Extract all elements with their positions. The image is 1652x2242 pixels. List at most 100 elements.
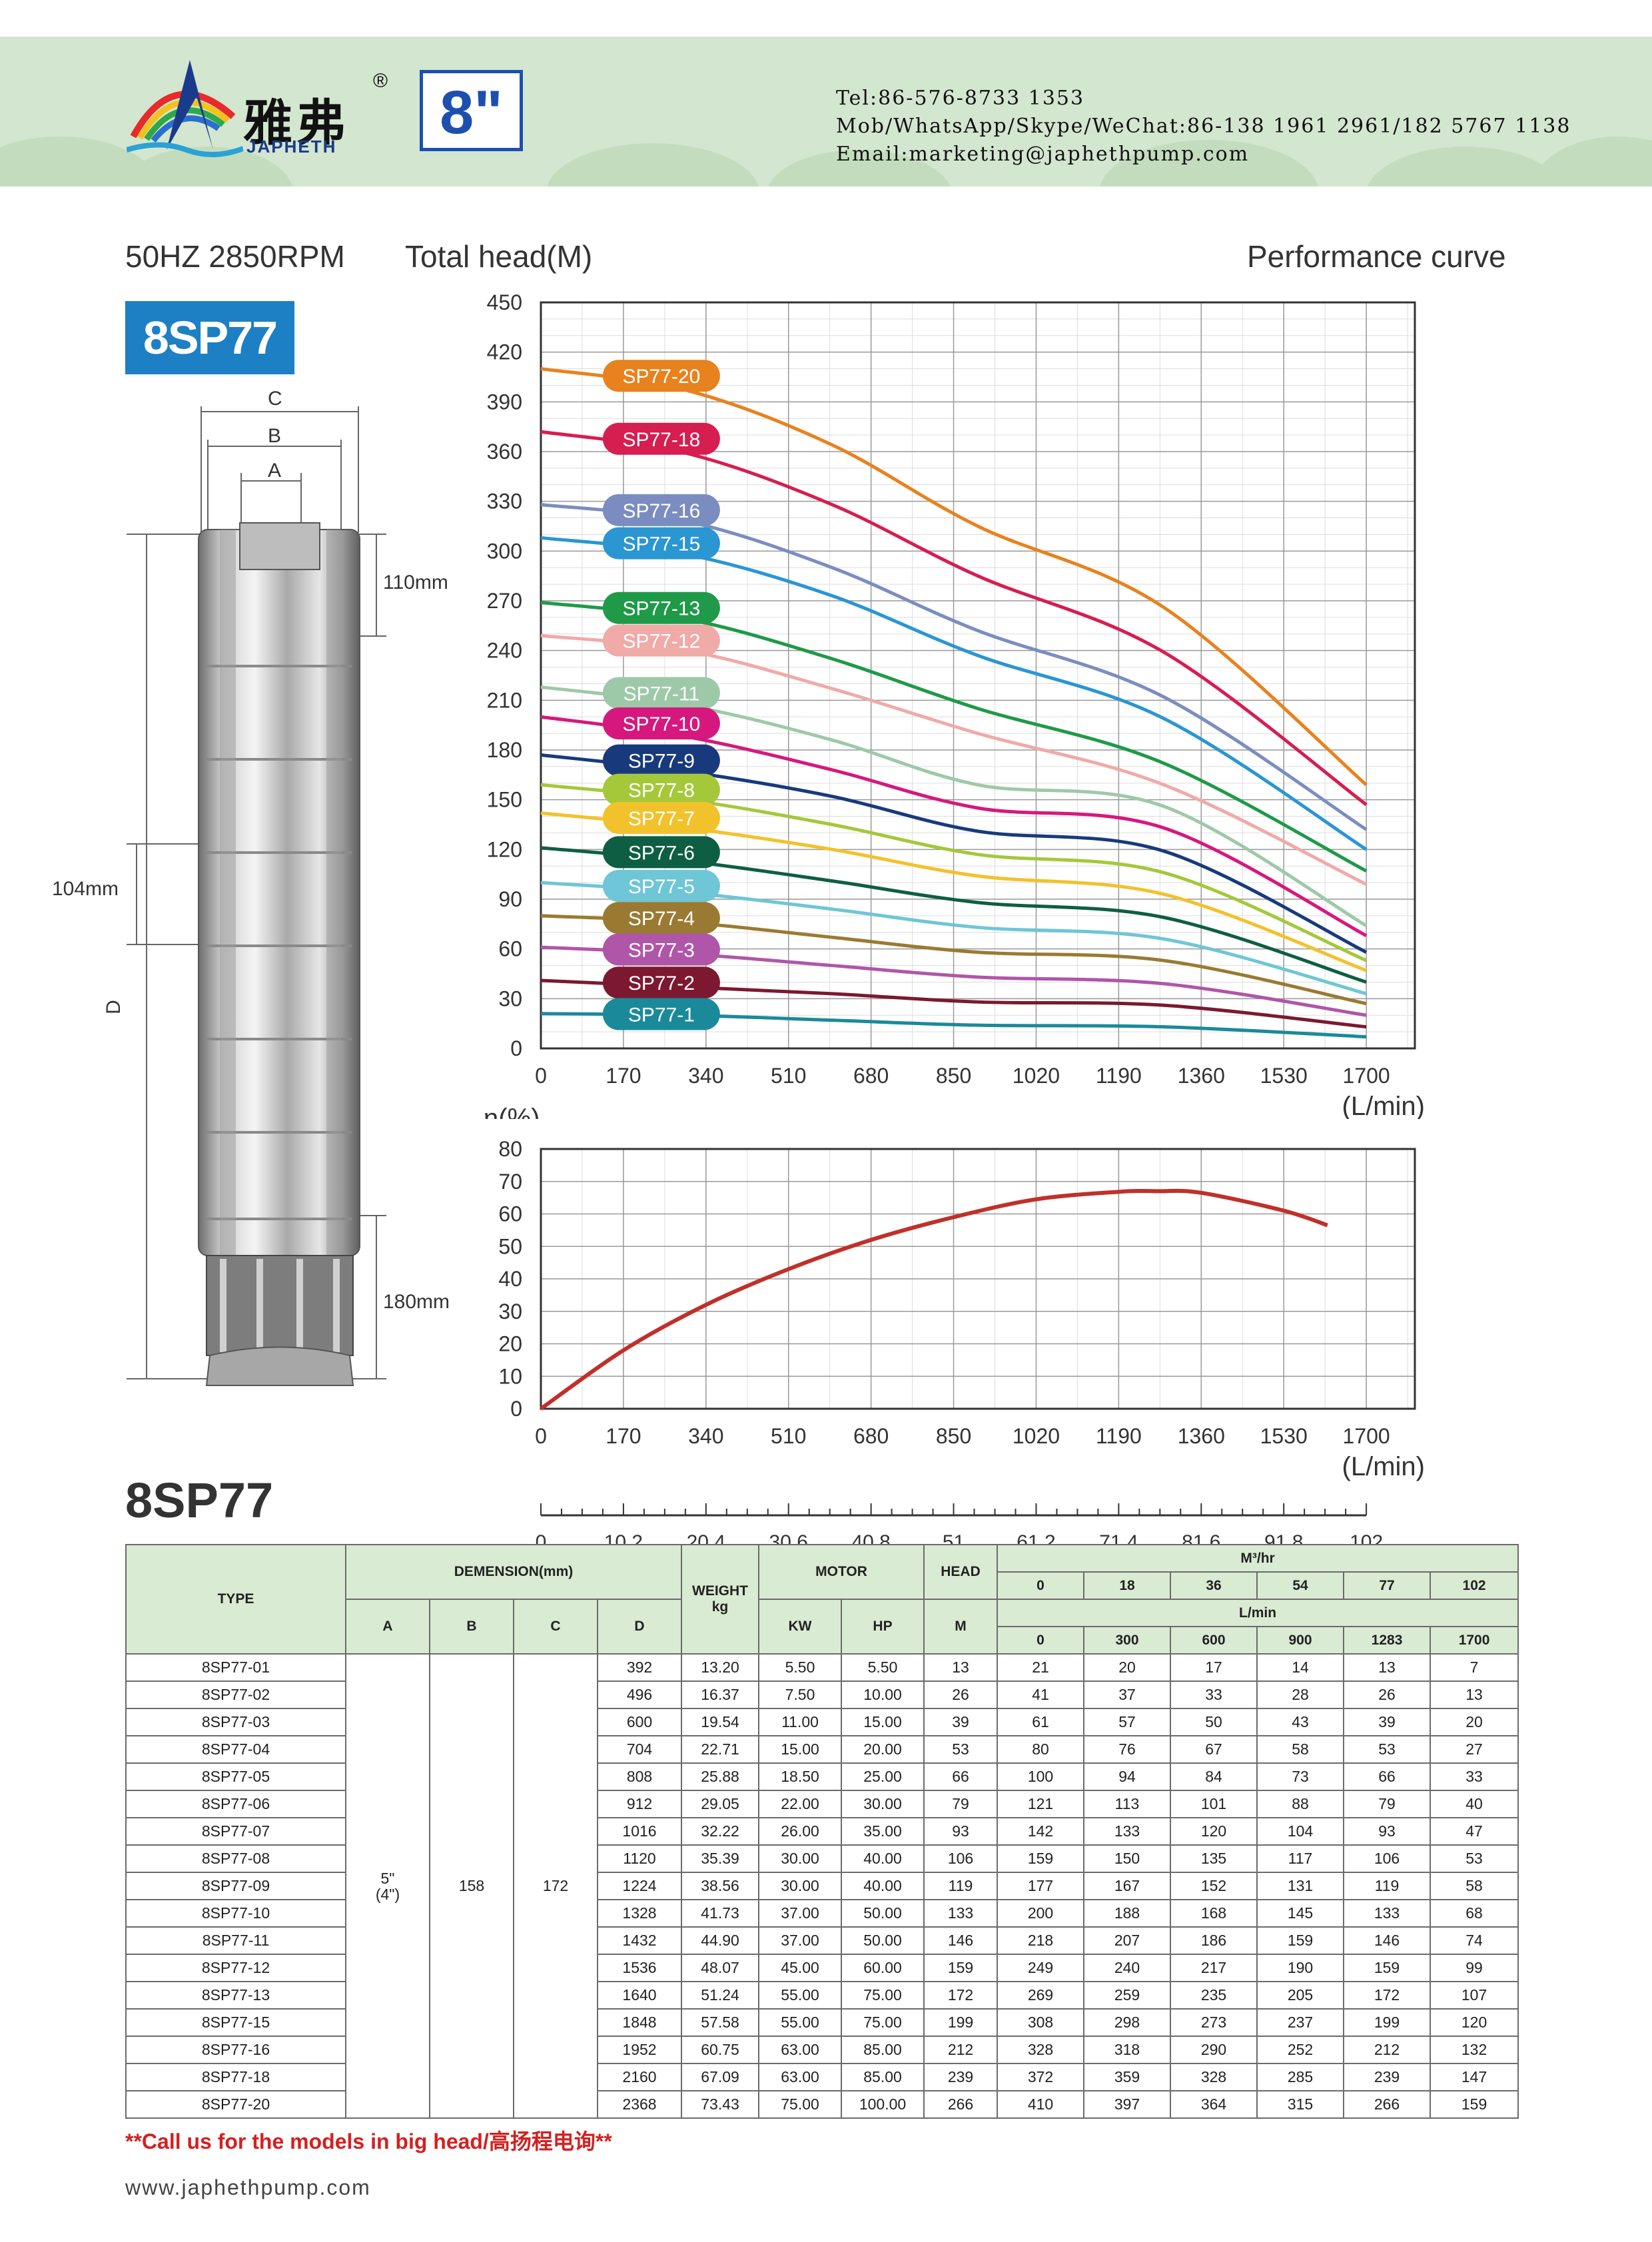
cell-type: 8SP77-05 [125,1762,346,1791]
cell-head: 266 [923,2090,999,2119]
cell-flow: 27 [1430,1735,1519,1764]
series-label-pill [602,422,720,455]
website-link[interactable]: www.japhethpump.com [125,2175,371,2199]
cell-kw: 63.00 [758,2063,843,2091]
cell-weight: 67.09 [681,2063,760,2091]
y-tick-label: 30 [498,1300,522,1323]
cell-head: 199 [923,2008,999,2037]
cell-head: 13 [923,1653,999,1682]
cell-flow: 239 [1343,2063,1432,2091]
cell-flow: 240 [1083,1954,1172,1982]
cell-flow: 290 [1170,2036,1258,2064]
th-m: M [923,1599,999,1655]
series-label-pill [602,527,720,560]
japheth-logo-icon [127,60,243,157]
x-tick-label: 850 [936,1424,971,1448]
size-label: 8" [420,70,523,151]
cell-kw: 37.00 [758,1926,843,1955]
th-lmin-value: 0 [997,1626,1085,1655]
cell-type: 8SP77-20 [125,2090,346,2119]
cell-kw: 26.00 [758,1817,843,1846]
cell-flow: 298 [1083,2008,1172,2037]
cell-hp: 25.00 [841,1762,925,1791]
cell-flow: 53 [1430,1844,1519,1873]
table-row: 8SP77-07 1016 32.22 26.00 35.00 93 142 133 120 10… [125,1817,1519,1846]
cell-type: 8SP77-03 [125,1708,346,1736]
series-label-sp77-8: SP77-8 [628,780,695,802]
x-tick-label: 0 [535,1424,547,1448]
table-row: 8SP77-15 1848 57.58 55.00 75.00 199 308 298 273 2… [125,2008,1519,2037]
cell-dim-d: 496 [596,1681,683,1709]
cell-flow: 20 [1083,1653,1172,1682]
cell-head: 146 [923,1926,999,1955]
cell-flow: 159 [997,1844,1085,1873]
total-head-label: Total head(M) [405,239,593,274]
x-tick-label: 1190 [1096,1424,1142,1448]
x-tick-label: 1190 [1096,1064,1142,1088]
cell-flow: 217 [1170,1954,1258,1982]
cell-head: 159 [923,1954,999,1982]
th-lmin-value: 900 [1256,1626,1345,1655]
cell-flow: 273 [1170,2008,1258,2037]
series-label-pill [602,933,720,966]
cell-flow: 308 [997,2008,1085,2037]
cell-kw: 63.00 [758,2036,843,2064]
model-badge: 8SP77 [125,301,294,374]
x-tick-label: 1700 [1343,1424,1390,1448]
series-label-sp77-18: SP77-18 [623,429,701,451]
dim-label-a: A [268,460,282,482]
cell-flow: 53 [1343,1735,1432,1764]
series-label-pill [602,707,720,740]
cell-head: 172 [923,1981,999,2010]
cell-flow: 147 [1430,2063,1519,2091]
cell-flow: 57 [1083,1708,1172,1736]
cell-dim-d: 1640 [596,1981,683,2010]
table-row: 8SP77-09 1224 38.56 30.00 40.00 119 177 167 152 1… [125,1872,1519,1900]
cell-flow: 218 [997,1926,1085,1955]
performance-curve-title: Performance curve [1247,239,1506,274]
cell-flow: 33 [1430,1762,1519,1791]
series-label-pill [602,744,720,777]
th-lmin: L/min [997,1599,1519,1627]
y-tick-label: 90 [498,887,522,911]
series-label-sp77-10: SP77-10 [623,713,701,735]
cell-dim-d: 1848 [596,2008,683,2037]
cell-flow: 99 [1430,1954,1519,1982]
th-lmin-value: 600 [1170,1626,1258,1655]
contact-mobile: Mob/WhatsApp/Skype/WeChat:86-138 1961 29… [836,115,1571,138]
cell-dim-d: 1328 [596,1899,683,1928]
cell-hp: 100.00 [841,2090,925,2119]
cell-hp: 30.00 [841,1790,925,1818]
table-row: 8SP77-11 1432 44.90 37.00 50.00 146 218 207 186 1… [125,1926,1519,1955]
cell-flow: 150 [1083,1844,1172,1873]
cell-type: 8SP77-18 [125,2063,346,2091]
cell-flow: 79 [1343,1790,1432,1818]
cell-hp: 10.00 [841,1681,925,1709]
cell-dim-d: 1432 [596,1926,683,1955]
y-tick-label: 50 [498,1234,522,1258]
cell-weight: 32.22 [681,1817,760,1846]
cell-flow: 41 [997,1681,1085,1709]
cell-kw: 15.00 [758,1735,843,1764]
cell-flow: 269 [997,1981,1085,2010]
series-label-sp77-6: SP77-6 [628,842,695,864]
cell-type: 8SP77-15 [125,2008,346,2037]
th-a: A [345,1599,430,1655]
spec-table: TYPE DEMENSION(mm) WEIGHT kg MOTOR HEAD … [125,1544,1519,2119]
cell-flow: 61 [997,1708,1085,1736]
m3hr-values-row: 0 18 36 54 77 102 [126,1571,1519,1600]
freq-rpm-label: 50HZ 2850RPM [125,239,345,274]
cell-hp: 85.00 [841,2063,925,2091]
series-label-pill [602,801,720,834]
table-row: 8SP77-18 2160 67.09 63.00 85.00 239 372 359 328 2… [125,2063,1519,2091]
cell-hp: 85.00 [841,2036,925,2064]
th-m3hr-value: 0 [997,1571,1085,1600]
x-tick-label: 680 [853,1424,889,1448]
cell-type: 8SP77-10 [125,1899,346,1928]
th-weight: WEIGHT kg [681,1544,760,1655]
cell-flow: 199 [1343,2008,1432,2037]
cell-flow: 266 [1343,2090,1432,2119]
cell-flow: 315 [1256,2090,1345,2119]
x-tick-label: 850 [936,1064,971,1088]
cell-head: 53 [923,1735,999,1764]
